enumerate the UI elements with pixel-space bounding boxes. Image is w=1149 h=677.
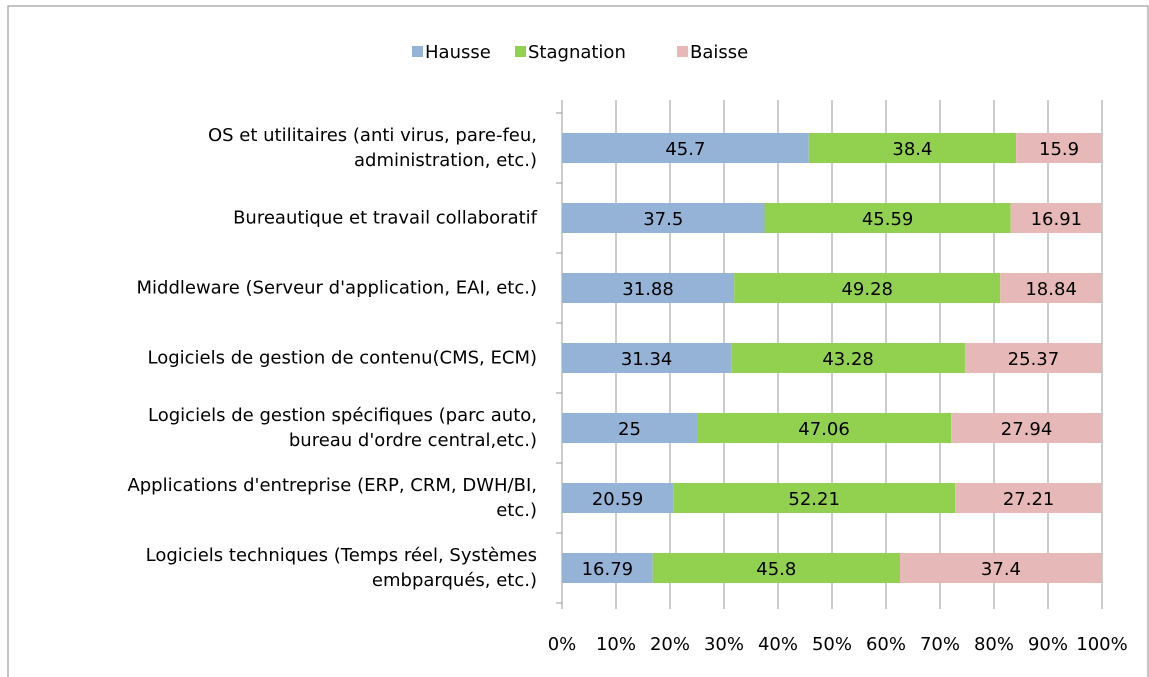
x-tick-label: 80% [974,634,1014,655]
legend-swatch [412,46,423,57]
x-tick-label: 20% [650,634,690,655]
bar-segment [562,553,653,583]
y-tick-label: Bureautique et travail collaboratif [233,207,537,229]
bar-segment [562,133,809,163]
bar-segment [673,483,956,513]
x-tick-label: 70% [920,634,960,655]
data-label: 18.84 [1025,279,1077,300]
bar-segment [734,273,1001,303]
data-label: 45.8 [756,559,796,580]
bar-segment [562,483,674,513]
data-label: 47.06 [798,419,850,440]
legend-swatch [677,46,688,57]
data-label: 16.79 [582,559,634,580]
data-label: 25.37 [1008,349,1060,370]
bar-segment [1016,133,1102,163]
bar-segment [1000,273,1102,303]
y-tick-label: Middleware (Serveur d'application, EAI, … [136,277,537,299]
bar-segment [899,553,1102,583]
data-label: 31.34 [621,349,673,370]
x-tick-label: 100% [1076,634,1127,655]
x-tick-label: 10% [596,634,636,655]
bar-segment [1010,203,1102,233]
bar-segment [808,133,1017,163]
data-label: 15.9 [1039,139,1079,160]
data-label: 52.21 [788,489,840,510]
x-tick-label: 50% [812,634,852,655]
x-tick-label: 40% [758,634,798,655]
legend-label: Baisse [690,42,748,63]
x-tick-label: 0% [548,634,577,655]
bar-segment [955,483,1103,513]
y-tick-label: Logiciels techniques (Temps réel, Systèm… [145,545,537,591]
legend-swatch [515,46,526,57]
chart-border [7,5,1149,677]
data-label: 25 [618,419,641,440]
data-label: 37.5 [643,209,683,230]
data-label: 16.91 [1031,209,1083,230]
y-tick-label: Logiciels de gestion de contenu(CMS, ECM… [147,347,538,369]
x-tick-label: 60% [866,634,906,655]
data-label: 27.21 [1003,489,1055,510]
bar-segment [652,553,900,583]
y-tick-label: Logiciels de gestion spécifiques (parc a… [148,405,537,451]
bar-segment [562,203,765,233]
data-label: 45.7 [665,139,705,160]
y-tick-label: Applications d'entreprise (ERP, CRM, DWH… [127,475,537,521]
data-label: 38.4 [892,139,932,160]
data-label: 31.88 [622,279,674,300]
bar-segment [697,413,952,443]
legend-label: Stagnation [528,42,626,63]
y-tick-label: OS et utilitaires (anti virus, pare-feu,… [207,125,537,171]
data-label: 43.28 [822,349,874,370]
data-label: 27.94 [1001,419,1053,440]
bar-segment [764,203,1011,233]
bar-segment [562,273,735,303]
legend-label: Hausse [425,42,491,63]
data-label: 20.59 [592,489,644,510]
data-label: 45.59 [862,209,914,230]
bar-segment [951,413,1102,443]
data-label: 49.28 [841,279,893,300]
bar-segment [731,343,965,373]
x-tick-label: 90% [1028,634,1068,655]
bar-segment [964,343,1102,373]
x-tick-label: 30% [704,634,744,655]
bar-segment [562,413,697,443]
data-label: 37.4 [981,559,1021,580]
bar-segment [562,343,732,373]
